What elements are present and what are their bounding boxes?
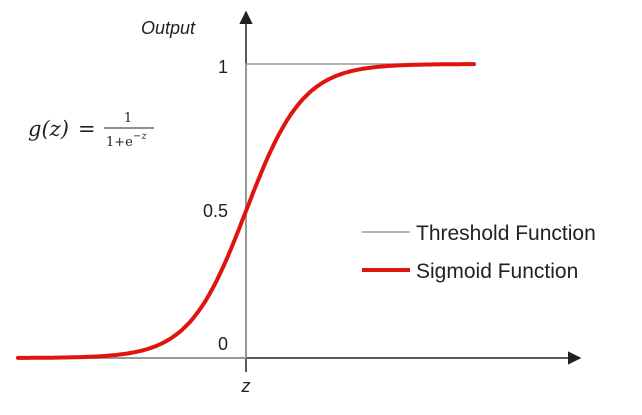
y-axis-label: Output bbox=[141, 18, 196, 38]
formula-equals: = bbox=[78, 117, 96, 141]
formula-denominator: 1+e bbox=[106, 135, 133, 150]
y-tick-label-0.5: 0.5 bbox=[203, 201, 228, 221]
legend-label-threshold-function: Threshold Function bbox=[416, 222, 596, 245]
y-tick-label-0: 0 bbox=[218, 334, 228, 354]
formula-lhs: g(z) bbox=[28, 117, 69, 141]
formula-denominator-exponent: −z bbox=[133, 131, 147, 142]
y-tick-label-1: 1 bbox=[218, 57, 228, 77]
sigmoid-formula: g(z) = 1 1+e −z bbox=[28, 111, 154, 150]
legend: Threshold Function Sigmoid Function bbox=[362, 222, 596, 283]
legend-label-sigmoid-function: Sigmoid Function bbox=[416, 260, 578, 283]
x-axis-label: z bbox=[241, 376, 251, 396]
series-line-sigmoid-function bbox=[16, 62, 476, 360]
formula-numerator: 1 bbox=[124, 111, 132, 126]
